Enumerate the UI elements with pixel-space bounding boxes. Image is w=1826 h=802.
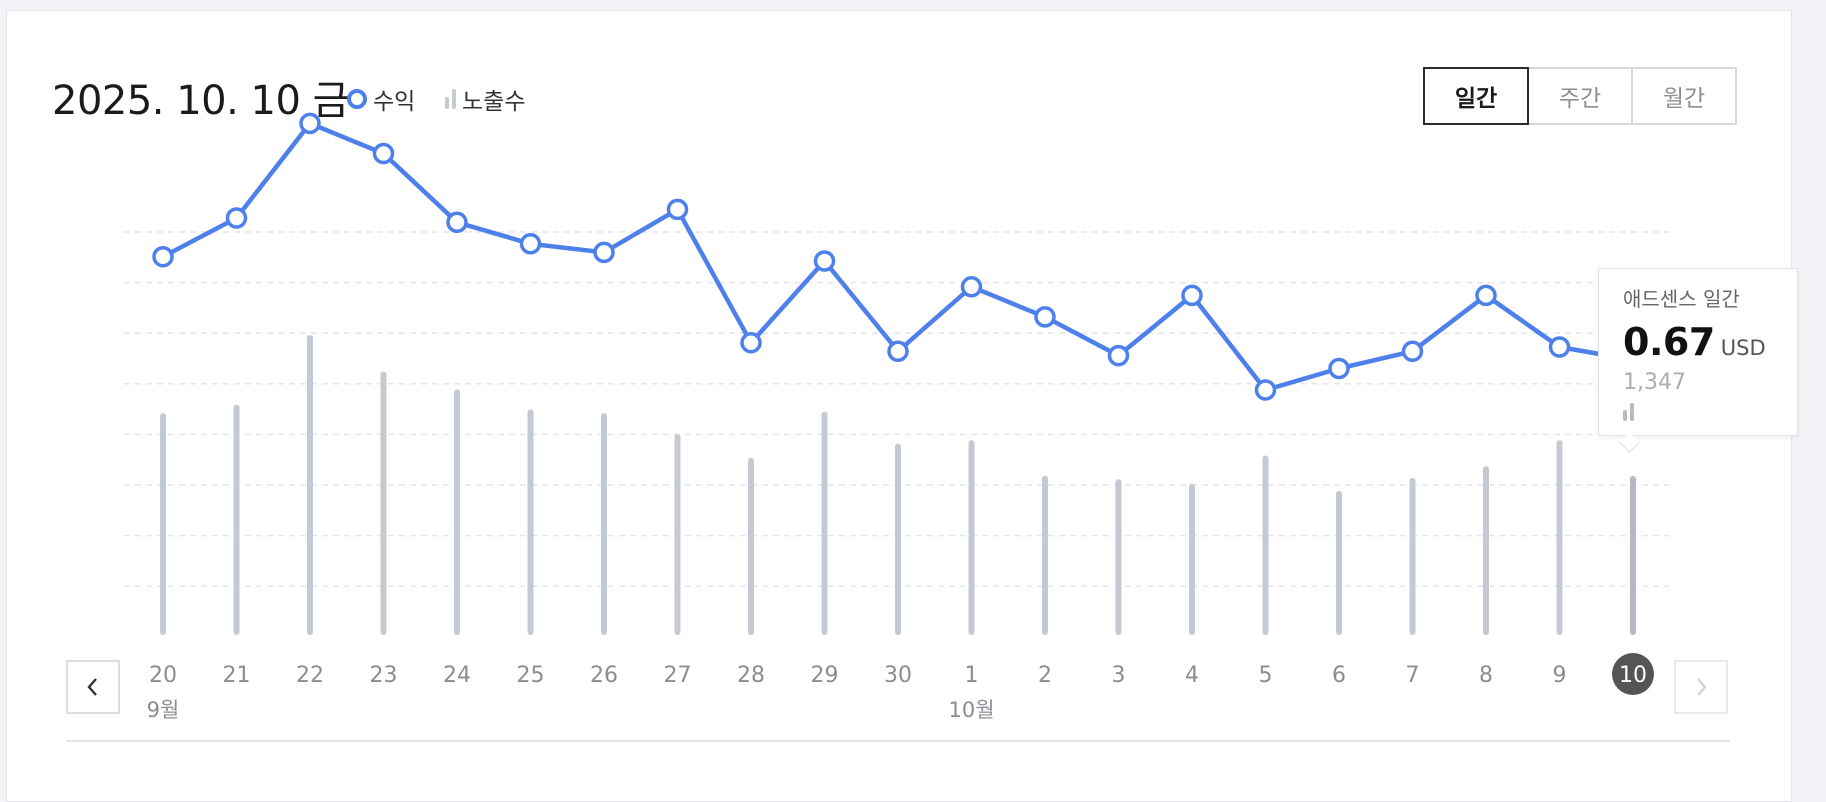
impression-bar [307, 335, 313, 635]
x-tick-label: 21 [223, 663, 251, 688]
revenue-point [1107, 344, 1130, 367]
impression-bar [1042, 475, 1048, 635]
next-period-button[interactable] [1674, 660, 1728, 714]
legend-impressions-label: 노출수 [462, 89, 526, 115]
x-tick-label: 5 [1259, 663, 1273, 688]
tab-daily[interactable]: 일간 [1423, 67, 1529, 125]
revenue-point [1034, 306, 1056, 328]
x-tick-label: 20 [149, 663, 177, 688]
chart-tooltip: 애드센스 일간 0.67 USD 1,347 [1598, 268, 1798, 436]
x-tick-label: 10 [1619, 663, 1647, 688]
impression-bar [160, 412, 166, 635]
revenue-card [6, 10, 1792, 802]
revenue-point [519, 233, 542, 255]
prev-period-button[interactable] [66, 660, 120, 714]
impression-bar [1336, 490, 1342, 635]
x-tick-label: 4 [1185, 663, 1199, 688]
tab-monthly[interactable]: 월간 [1631, 67, 1737, 125]
impression-bar [233, 404, 240, 635]
revenue-point [152, 245, 174, 268]
x-tick-label: 27 [664, 663, 692, 688]
revenue-point [299, 112, 321, 135]
selected-date-badge [1612, 653, 1654, 695]
x-month-label: 10월 [948, 698, 994, 722]
revenue-point [1475, 284, 1497, 307]
impression-bar [968, 440, 975, 635]
bar-marker-icon [1623, 403, 1773, 421]
bar-marker-icon [445, 89, 456, 109]
x-tick-label: 25 [517, 663, 545, 688]
revenue-point [1548, 336, 1571, 358]
x-tick-label: 1 [965, 663, 979, 688]
impression-bar [527, 409, 534, 635]
revenue-point [1401, 340, 1424, 363]
impression-bar [674, 434, 681, 635]
x-tick-label: 23 [370, 663, 398, 688]
x-tick-label: 8 [1479, 663, 1493, 688]
revenue-point [446, 211, 468, 234]
revenue-point [813, 250, 836, 272]
impression-bar [1189, 483, 1195, 635]
impression-bar [1262, 455, 1269, 635]
x-tick-label: 29 [811, 663, 839, 688]
page-title: 2025. 10. 10 금 [52, 78, 349, 124]
x-tick-label: 3 [1112, 663, 1126, 688]
chevron-right-icon [1697, 678, 1707, 696]
revenue-point [740, 331, 762, 354]
tooltip-impressions-value: 1,347 [1623, 370, 1686, 395]
impression-bar [1483, 466, 1489, 635]
revenue-point [593, 241, 615, 264]
tooltip-title: 애드센스 일간 [1623, 287, 1740, 311]
x-tick-label: 28 [737, 663, 765, 688]
line-marker-icon [347, 89, 367, 109]
revenue-point [887, 340, 909, 363]
revenue-point [960, 276, 983, 298]
tab-weekly[interactable]: 주간 [1527, 67, 1633, 125]
tooltip-unit: USD [1720, 336, 1766, 360]
x-tick-label: 7 [1406, 663, 1420, 688]
impression-bar [1630, 475, 1636, 635]
legend-revenue-label: 수익 [373, 89, 416, 115]
impression-bar [1556, 440, 1563, 635]
x-tick-label: 26 [590, 663, 618, 688]
impression-bar [380, 371, 387, 635]
chart-bottom-divider [66, 740, 1730, 742]
x-tick-label: 24 [443, 663, 471, 688]
tooltip-revenue-value: 0.67 [1623, 320, 1715, 364]
x-tick-label: 6 [1332, 663, 1346, 688]
x-tick-label: 2 [1038, 663, 1052, 688]
impression-bar [1409, 477, 1416, 635]
revenue-point [1254, 379, 1277, 401]
legend-revenue: 수익 [347, 82, 415, 116]
impression-bar [821, 411, 828, 635]
chevron-left-icon [87, 678, 97, 696]
impression-bar [1115, 479, 1122, 635]
revenue-point [666, 198, 689, 221]
revenue-point [372, 142, 395, 165]
period-tabs: 일간 주간 월간 [1423, 67, 1737, 125]
revenue-point [1328, 357, 1350, 380]
impression-bar [454, 389, 460, 635]
revenue-point [1181, 284, 1203, 307]
x-tick-label: 22 [296, 663, 324, 688]
impression-bar [748, 457, 754, 635]
revenue-point [225, 207, 248, 229]
x-tick-label: 9 [1553, 663, 1567, 688]
x-month-label: 9월 [147, 698, 180, 722]
impression-bar [601, 412, 607, 635]
impression-bar [895, 443, 901, 635]
legend-impressions: 노출수 [445, 82, 525, 116]
x-tick-label: 30 [884, 663, 912, 688]
